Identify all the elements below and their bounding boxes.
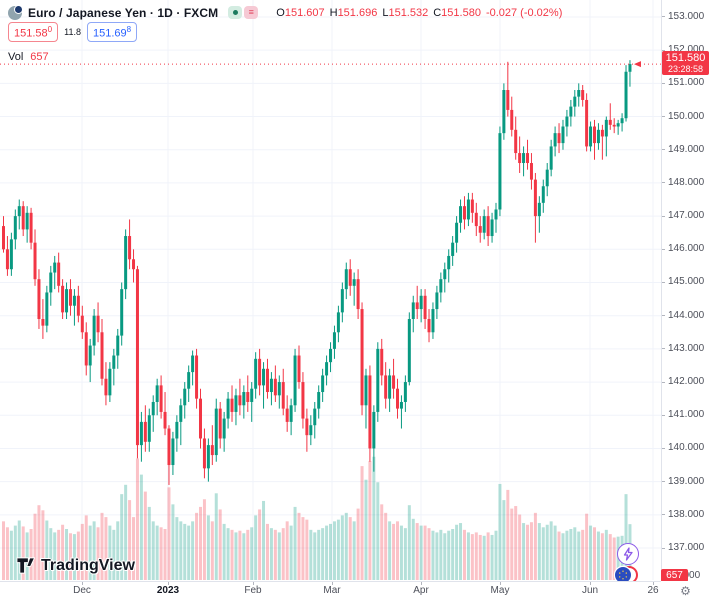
symbol-logo-icon xyxy=(8,4,23,20)
time-tick-label: 2023 xyxy=(156,585,180,596)
price-axis[interactable]: 153.000 152.000 151.000 150.000 149.000 148.0… xyxy=(661,0,710,581)
price-tick-mark xyxy=(662,315,665,317)
price-tick-label: 151.000 xyxy=(668,77,705,89)
price-tick-label: 145.000 xyxy=(668,276,705,288)
price-tick-label: 149.000 xyxy=(668,143,705,155)
market-status-toggle[interactable] xyxy=(228,6,243,19)
price-tick-mark xyxy=(662,16,665,18)
price-tick-mark xyxy=(662,414,665,416)
price-tick-label: 148.000 xyxy=(668,176,705,188)
price-tick-mark xyxy=(662,82,665,84)
price-tick-label: 150.000 xyxy=(668,110,705,122)
quick-action-lightning-button[interactable] xyxy=(617,543,639,565)
price-tick-label: 144.000 xyxy=(668,309,705,321)
gear-icon[interactable]: ⚙ xyxy=(680,583,691,598)
price-tick-mark xyxy=(662,215,665,217)
price-tick-mark xyxy=(662,116,665,118)
time-tick-label: May xyxy=(490,585,510,596)
price-tick-mark xyxy=(662,514,665,516)
ask-button[interactable]: 151.698 xyxy=(86,22,138,42)
list-toggle[interactable]: ≡ xyxy=(244,6,259,19)
price-tick-label: 152.000 xyxy=(668,44,705,56)
grid xyxy=(0,0,661,580)
price-tick-mark xyxy=(662,281,665,283)
volume-bars xyxy=(2,456,632,580)
price-tick-label: 146.000 xyxy=(668,243,705,255)
volume-value-badge: 657 xyxy=(661,569,688,582)
time-tick-mark xyxy=(653,582,654,585)
lightning-icon xyxy=(623,547,633,561)
price-tick-mark xyxy=(662,182,665,184)
price-tick-mark xyxy=(662,348,665,350)
time-tick-label: Dec xyxy=(73,585,91,596)
price-tick-label: 153.000 xyxy=(668,10,705,22)
price-tick-label: 142.000 xyxy=(668,376,705,388)
axis-settings-corner: ⚙ xyxy=(661,581,710,600)
price-tick-mark xyxy=(662,248,665,250)
time-tick-mark xyxy=(253,582,254,585)
price-tick-label: 141.000 xyxy=(668,409,705,421)
price-tick-label: 138.000 xyxy=(668,508,705,520)
time-tick-mark xyxy=(168,582,169,585)
last-price-badge: 151.580 23:28:58 xyxy=(662,51,709,76)
price-tick-mark xyxy=(662,381,665,383)
time-tick-label: Apr xyxy=(413,585,429,596)
bid-button[interactable]: 151.580 xyxy=(8,22,59,42)
price-tick-mark xyxy=(662,49,665,51)
price-tick-mark xyxy=(662,547,665,549)
volume-legend: Vol 657 xyxy=(8,51,49,63)
price-tick-label: 140.000 xyxy=(668,442,705,454)
tradingview-logo[interactable]: TradingView xyxy=(16,556,135,575)
tradingview-mark-icon xyxy=(16,557,35,574)
time-axis[interactable]: Dec 2023 Feb Mar Apr May Jun 26 xyxy=(0,581,710,600)
countdown-timer: 23:28:58 xyxy=(667,64,704,75)
symbol-title[interactable]: Euro / Japanese Yen · 1D · FXCM xyxy=(28,5,219,20)
time-tick-mark xyxy=(590,582,591,585)
time-tick-mark xyxy=(500,582,501,585)
price-tick-label: 139.000 xyxy=(668,475,705,487)
time-tick-label: Mar xyxy=(323,585,341,596)
price-tick-mark xyxy=(662,149,665,151)
time-tick-label: 26 xyxy=(647,585,659,596)
time-tick-label: Jun xyxy=(581,585,599,596)
price-tick-label: 137.000 xyxy=(668,542,705,553)
price-tick-mark xyxy=(662,447,665,449)
time-tick-mark xyxy=(421,582,422,585)
legend: Euro / Japanese Yen · 1D · FXCM ≡ O151.6… xyxy=(8,4,562,63)
price-tick-mark xyxy=(662,481,665,483)
ohlc-values: O151.607 H151.696 L151.532 C151.580 -0.0… xyxy=(276,6,563,19)
change-value: -0.027 (-0.02%) xyxy=(485,6,563,19)
price-tick-label: 147.000 xyxy=(668,210,705,222)
time-tick-label: Feb xyxy=(244,585,262,596)
spread-value: 11.8 xyxy=(64,27,81,37)
price-marker-arrow xyxy=(633,61,641,68)
time-tick-mark xyxy=(332,582,333,585)
price-tick-label: 143.000 xyxy=(668,342,705,354)
price-line-layer xyxy=(0,61,661,68)
candles xyxy=(2,60,632,485)
time-tick-mark xyxy=(82,582,83,585)
